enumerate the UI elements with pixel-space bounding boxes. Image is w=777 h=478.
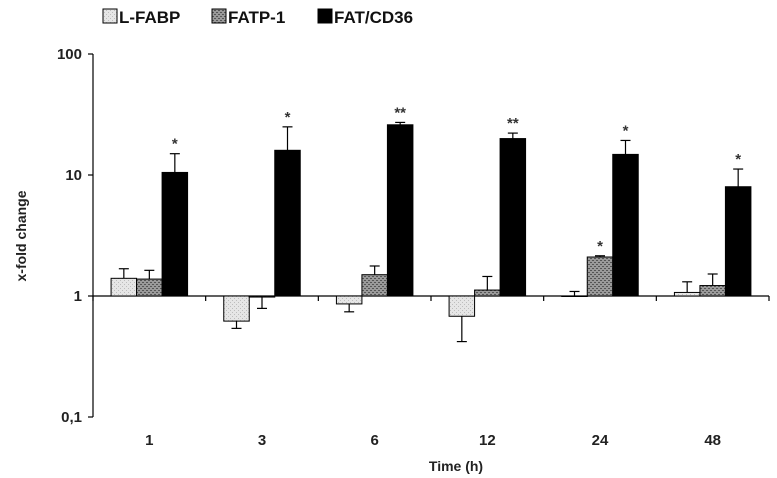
bar-fatp-1 [586, 256, 614, 297]
y-tick-label: 100 [57, 46, 82, 63]
bar-fatp-1 [248, 295, 276, 298]
bar-fatp-1 [474, 289, 501, 297]
legend-swatch-fat-cd36 [317, 8, 333, 24]
y-tick-label: 0,1 [61, 409, 82, 426]
significance-mark: * [735, 151, 741, 168]
x-tick-label: 12 [479, 432, 496, 449]
bar-fatp-1 [136, 278, 163, 297]
bar-fatp-1 [361, 274, 388, 297]
legend-item-l-fabp: L-FABP [102, 8, 180, 27]
legend-label-fatp-1: FATP-1 [228, 8, 285, 27]
bar-l-fabp [335, 295, 363, 305]
significance-mark: ** [507, 115, 519, 132]
x-axis-title: Time (h) [429, 458, 483, 474]
x-tick-label: 3 [258, 432, 266, 449]
legend-item-fatp-1: FATP-1 [211, 8, 285, 27]
bar-fatp-1 [699, 285, 726, 297]
bar-l-fabp [673, 291, 701, 297]
legend-label-l-fabp: L-FABP [119, 8, 180, 27]
bar-fat-cd36 [161, 171, 189, 297]
bar-fat-cd36 [724, 186, 752, 297]
bar-fat-cd36 [274, 149, 301, 297]
bar-l-fabp [223, 295, 250, 322]
significance-mark: * [597, 238, 603, 255]
x-tick-label: 48 [704, 432, 721, 449]
bar-fat-cd36 [386, 124, 414, 297]
x-tick-label: 6 [370, 432, 378, 449]
legend-item-fat-cd36: FAT/CD36 [317, 8, 413, 27]
y-tick-label: 1 [74, 288, 82, 305]
significance-mark: * [172, 136, 178, 153]
significance-mark: ** [394, 104, 406, 121]
significance-mark: * [285, 109, 291, 126]
bar-l-fabp [561, 295, 588, 297]
y-axis-title: x-fold change [13, 190, 29, 281]
significance-mark: * [623, 122, 629, 139]
y-tick-label: 10 [65, 167, 82, 184]
bar-fat-cd36 [499, 138, 527, 297]
x-tick-label: 24 [592, 432, 609, 449]
legend-swatch-l-fabp [102, 8, 118, 24]
bar-fat-cd36 [612, 153, 639, 297]
legend-label-fat-cd36: FAT/CD36 [334, 8, 413, 27]
legend: L-FABP FATP-1 FAT/CD36 [102, 8, 413, 27]
x-tick-label: 1 [145, 432, 153, 449]
bar-l-fabp [448, 295, 476, 317]
legend-swatch-fatp-1 [211, 8, 227, 24]
bar-l-fabp [110, 277, 138, 297]
